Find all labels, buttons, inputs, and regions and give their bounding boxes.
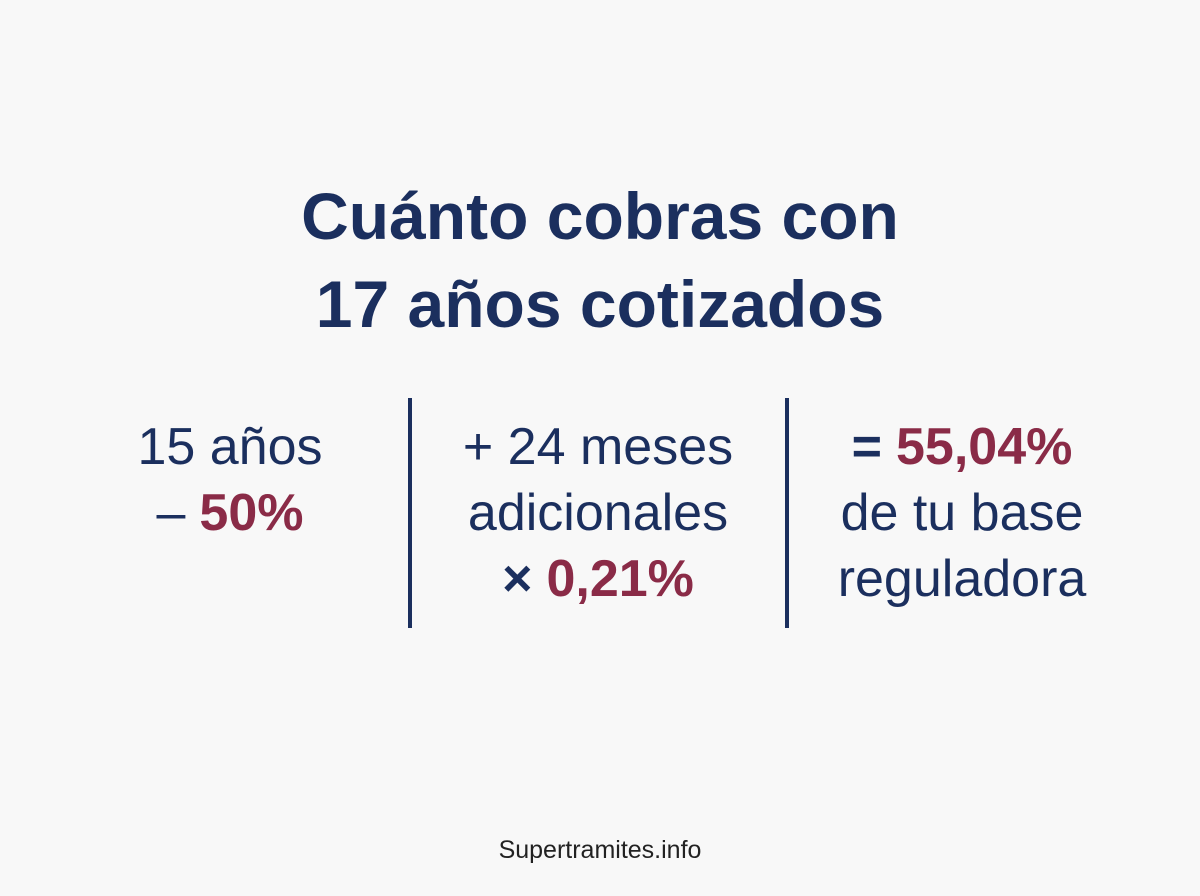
column: + 24 meses adicionales × 0,21% — [418, 414, 778, 612]
operator: – — [156, 484, 186, 542]
line: de tu base — [840, 484, 1084, 542]
highlight: 55,04% — [896, 418, 1073, 476]
column: 15 años –50% — [60, 414, 400, 546]
divider — [785, 398, 789, 628]
line: 15 años — [137, 418, 323, 476]
column: = 55,04% de tu base reguladora — [782, 414, 1142, 612]
title-line: 17 años cotizados — [315, 267, 885, 341]
operator: = — [851, 418, 882, 476]
footer: Supertramites.info — [498, 836, 702, 864]
line: reguladora — [837, 550, 1087, 608]
title: Cuánto cobras con 17 años cotizados — [0, 172, 1200, 348]
divider — [408, 398, 412, 628]
operator: × — [502, 550, 533, 608]
line: adicionales — [467, 484, 729, 542]
highlight: 0,21% — [546, 550, 694, 608]
highlight: 50% — [199, 484, 304, 542]
line: = 55,04% — [782, 414, 1142, 480]
title-line: Cuánto cobras con — [301, 179, 899, 253]
line: + 24 meses — [462, 418, 734, 476]
line: × 0,21% — [418, 546, 778, 612]
line: –50% — [60, 480, 400, 546]
